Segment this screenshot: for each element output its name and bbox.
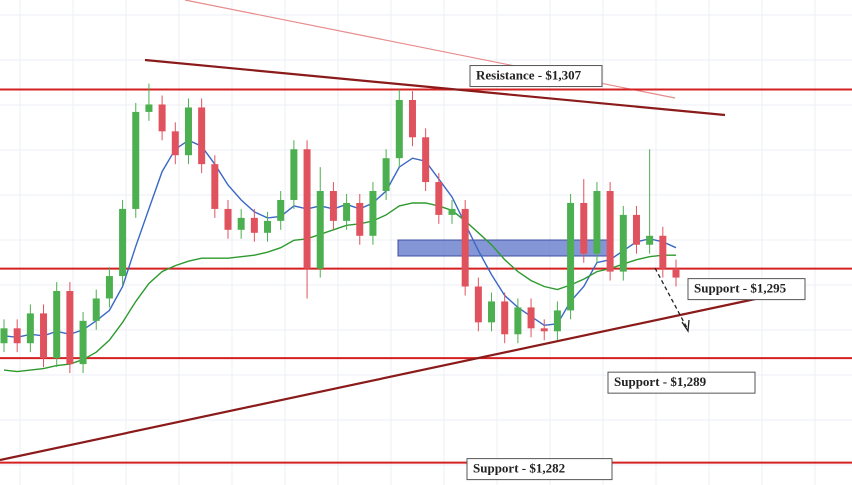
candle-body	[672, 268, 680, 278]
arrow-line	[654, 267, 688, 329]
candle-body	[356, 202, 364, 236]
candle-body	[606, 191, 614, 272]
level-label-box	[469, 65, 603, 88]
candle-body	[105, 276, 113, 299]
candle-body	[40, 313, 48, 359]
candle-body	[224, 208, 232, 230]
moving-average-line	[3, 139, 677, 339]
candle-body	[0, 328, 8, 344]
candle-body	[488, 301, 496, 323]
candle-body	[171, 131, 179, 156]
candle-body	[79, 320, 87, 365]
candle-body	[303, 149, 311, 269]
candle-body	[13, 328, 21, 344]
candle-body	[619, 214, 627, 272]
candle-body	[514, 307, 522, 335]
candle-body	[395, 99, 403, 159]
level-label-box	[607, 371, 756, 394]
moving-average-line	[3, 202, 676, 373]
candle-body	[264, 220, 272, 233]
level-label-box	[687, 278, 806, 301]
candle-body	[132, 111, 140, 209]
level-label-box	[466, 458, 613, 481]
consolidation-zone	[397, 239, 611, 257]
candle-body	[316, 191, 324, 269]
candle-body	[408, 99, 416, 138]
candle-body	[119, 208, 127, 277]
candle-body	[158, 104, 166, 132]
candle-body	[329, 191, 337, 221]
candle-body	[659, 235, 667, 269]
candle-body	[198, 107, 206, 165]
candle-body	[461, 208, 469, 287]
candle-body	[646, 235, 654, 245]
level-label: Resistance - $1,307	[476, 68, 582, 83]
candle-body	[277, 199, 285, 221]
level-label: Support - $1,289	[614, 374, 707, 389]
resistance-trendline	[144, 58, 726, 117]
candle-body	[435, 182, 443, 215]
candle-body	[26, 313, 34, 344]
candle-body	[250, 217, 258, 233]
candle-body	[53, 291, 61, 359]
candle-body	[369, 191, 377, 236]
candle-body	[501, 301, 509, 335]
support-trendline	[0, 296, 761, 462]
level-labels: Resistance - $1,307 Support - $1,295 Suppo…	[466, 65, 806, 481]
candle-body	[632, 214, 640, 245]
candle-body	[382, 158, 390, 192]
arrow-head	[681, 319, 690, 333]
candle-body	[593, 191, 601, 254]
candle-body	[474, 286, 482, 323]
candle-body	[343, 202, 351, 221]
candle-body	[66, 291, 74, 365]
candle-body	[567, 202, 575, 311]
candle-body	[553, 310, 561, 332]
candle-body	[211, 164, 219, 209]
candle-body	[580, 202, 588, 254]
levels	[0, 88, 852, 464]
candle-body	[237, 217, 245, 230]
candle-body	[448, 208, 456, 215]
candle-body	[145, 104, 153, 112]
candle-body	[184, 107, 192, 156]
candle-body	[422, 137, 430, 183]
moving-averages	[3, 139, 677, 373]
candles	[0, 83, 680, 374]
level-label: Support - $1,295	[694, 281, 787, 296]
candle-body	[290, 149, 298, 200]
candle-body	[92, 298, 100, 321]
candle-body	[527, 307, 535, 329]
candle-body	[540, 328, 548, 332]
level-label: Support - $1,282	[473, 461, 565, 476]
